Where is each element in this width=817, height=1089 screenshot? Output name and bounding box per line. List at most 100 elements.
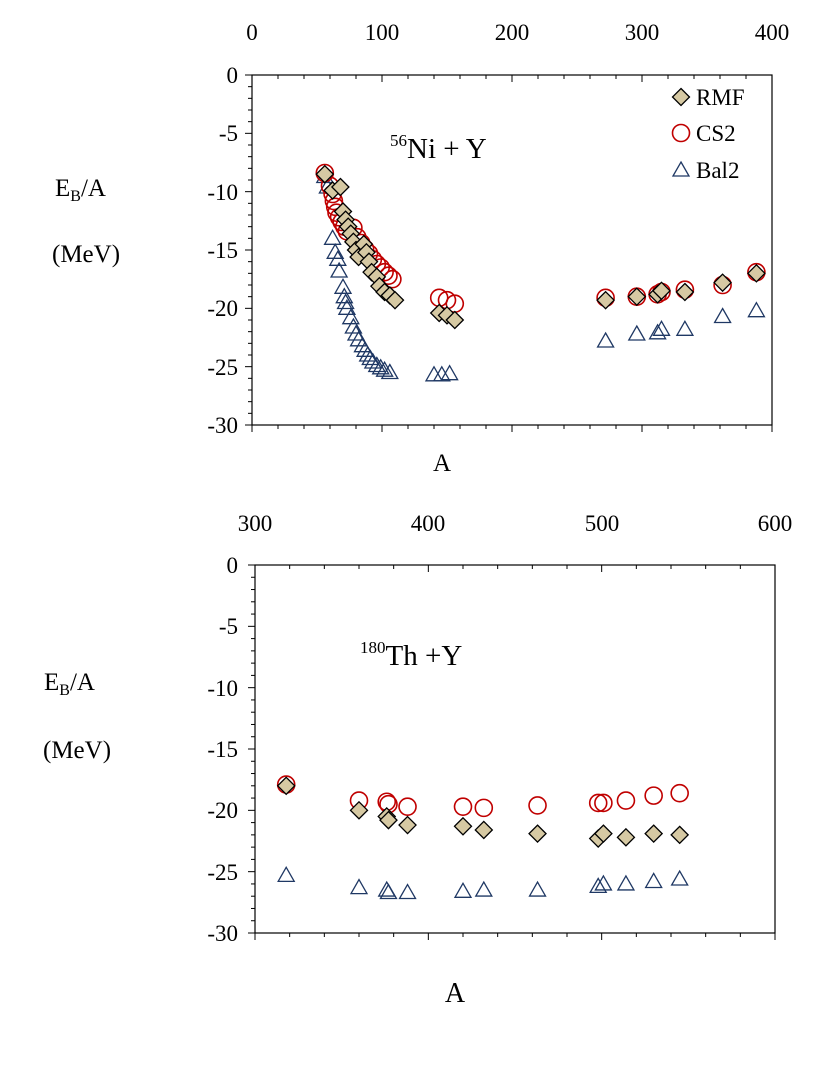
bottom-x-axis-title: A (445, 978, 466, 1009)
top-point-bal2 (363, 352, 383, 369)
legend-item-bal2: Bal2 (671, 158, 739, 183)
top-point-rmf (675, 282, 695, 302)
bottom-point-cs2 (453, 797, 473, 816)
legend-label-bal2: Bal2 (696, 158, 739, 183)
top-point-bal2 (329, 261, 349, 278)
top-point-bal2 (648, 323, 667, 340)
bottom-point-bal2 (616, 874, 636, 891)
top-point-bal2 (375, 360, 394, 377)
top-point-bal2 (713, 307, 732, 324)
bottom-point-bal2 (277, 866, 296, 882)
bottom-point-bal2 (589, 877, 608, 894)
bottom-point-cs2 (670, 783, 689, 803)
top-y-tick-label: -30 (207, 413, 238, 438)
bottom-y-tick-label: -30 (207, 921, 238, 946)
top-x-tick-label: 400 (755, 20, 790, 45)
bottom-point-bal2 (528, 880, 547, 897)
top-point-bal2 (326, 243, 345, 259)
top-point-bal2 (337, 299, 357, 315)
top-y-tick-label: -10 (207, 180, 238, 205)
top-y-tick-label: -20 (207, 296, 238, 321)
top-point-bal2 (432, 365, 451, 382)
bottom-x-tick-label: 600 (758, 511, 793, 536)
legend-item-rmf: RMF (671, 85, 745, 110)
legend-label-rmf: RMF (696, 85, 745, 110)
bottom-point-cs2 (528, 796, 547, 815)
bottom-point-bal2 (398, 883, 417, 900)
bottom-y-tick-label: -20 (207, 798, 238, 823)
top-x-tick-labels: 0 100 200 300 400 (246, 20, 789, 45)
bottom-point-rmf (670, 825, 690, 845)
top-point-bal2 (627, 324, 646, 341)
top-panel-title: 56Ni + Y (390, 131, 487, 165)
bottom-x-tick-label: 500 (585, 511, 620, 536)
bottom-data-points (276, 775, 690, 900)
bottom-x-tick-label: 300 (238, 511, 273, 536)
top-y-tick-labels: 0 -5 -10 -15 -20 -25 -30 (207, 63, 238, 438)
bottom-point-rmf (474, 820, 494, 840)
top-x-tick-label: 300 (625, 20, 660, 45)
top-point-bal2 (371, 358, 390, 375)
bottom-y-tick-label: -25 (207, 860, 238, 885)
top-point-rmf (713, 273, 733, 293)
top-y-tick-label: -15 (207, 238, 238, 263)
top-point-rmf (627, 287, 647, 307)
bottom-point-rmf (398, 815, 417, 835)
bottom-point-rmf (276, 776, 296, 796)
bottom-point-bal2 (474, 880, 493, 897)
top-point-rmf (445, 310, 465, 330)
legend-item-cs2: CS2 (671, 121, 736, 146)
bottom-point-cs2 (474, 798, 494, 818)
bottom-x-tick-labels: 300 400 500 600 (238, 511, 793, 536)
top-point-rmf (746, 263, 766, 283)
top-x-axis-title: A (433, 450, 451, 477)
top-point-bal2 (344, 317, 363, 334)
bottom-y-tick-label: -15 (207, 737, 238, 762)
top-x-tick-label: 100 (365, 20, 400, 45)
bottom-y-tick-label: -5 (219, 614, 238, 639)
top-point-rmf (652, 281, 671, 301)
top-point-bal2 (675, 320, 695, 336)
top-chart: 0 100 200 300 400 0 -5 -10 -15 -20 -25 -… (52, 20, 789, 477)
top-point-bal2 (652, 320, 671, 336)
bottom-point-cs2 (616, 791, 636, 810)
bottom-y-axis-title: EB/A (44, 669, 95, 699)
bottom-point-rmf (616, 827, 636, 847)
bottom-y-tick-label: -10 (207, 676, 238, 701)
bottom-point-rmf (349, 800, 369, 820)
top-y-tick-label: -5 (219, 121, 238, 146)
top-point-rmf (330, 177, 350, 197)
top-point-bal2 (747, 301, 766, 318)
top-point-bal2 (367, 356, 386, 373)
bottom-axis-ticks (248, 564, 776, 940)
top-y-axis-unit: (MeV) (52, 241, 120, 268)
top-point-cs2 (383, 269, 402, 289)
legend-marker-cs2 (671, 123, 691, 143)
bottom-point-bal2 (379, 883, 398, 900)
top-point-bal2 (440, 364, 459, 381)
bottom-x-tick-label: 400 (411, 511, 446, 536)
bottom-point-cs2 (398, 797, 417, 816)
top-point-bal2 (335, 287, 354, 304)
top-x-tick-label: 0 (246, 20, 258, 45)
bottom-point-bal2 (644, 872, 663, 889)
legend-label-cs2: CS2 (696, 121, 736, 146)
bottom-point-rmf (379, 810, 398, 830)
bottom-point-cs2 (588, 793, 608, 813)
legend-marker-rmf (671, 87, 691, 107)
top-point-rmf (385, 290, 405, 310)
top-point-rmf (596, 290, 616, 310)
top-y-tick-label: 0 (227, 63, 239, 88)
bottom-y-tick-labels: 0 -5 -10 -15 -20 -25 -30 (207, 553, 238, 946)
top-y-tick-label: -25 (207, 355, 238, 380)
top-point-bal2 (380, 363, 399, 380)
bottom-point-rmf (528, 824, 547, 844)
bottom-point-cs2 (644, 786, 663, 805)
bottom-y-tick-label: 0 (227, 553, 239, 578)
bottom-point-rmf (593, 824, 613, 844)
top-y-axis-title: EB/A (55, 175, 106, 205)
bottom-point-bal2 (453, 881, 473, 898)
bottom-point-rmf (453, 816, 473, 836)
